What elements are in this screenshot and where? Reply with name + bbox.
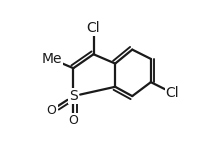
Text: Cl: Cl — [166, 86, 179, 100]
Text: Me: Me — [41, 52, 62, 66]
Text: O: O — [68, 114, 78, 127]
Text: Cl: Cl — [87, 21, 100, 35]
Text: O: O — [47, 104, 57, 117]
Text: S: S — [69, 89, 78, 103]
